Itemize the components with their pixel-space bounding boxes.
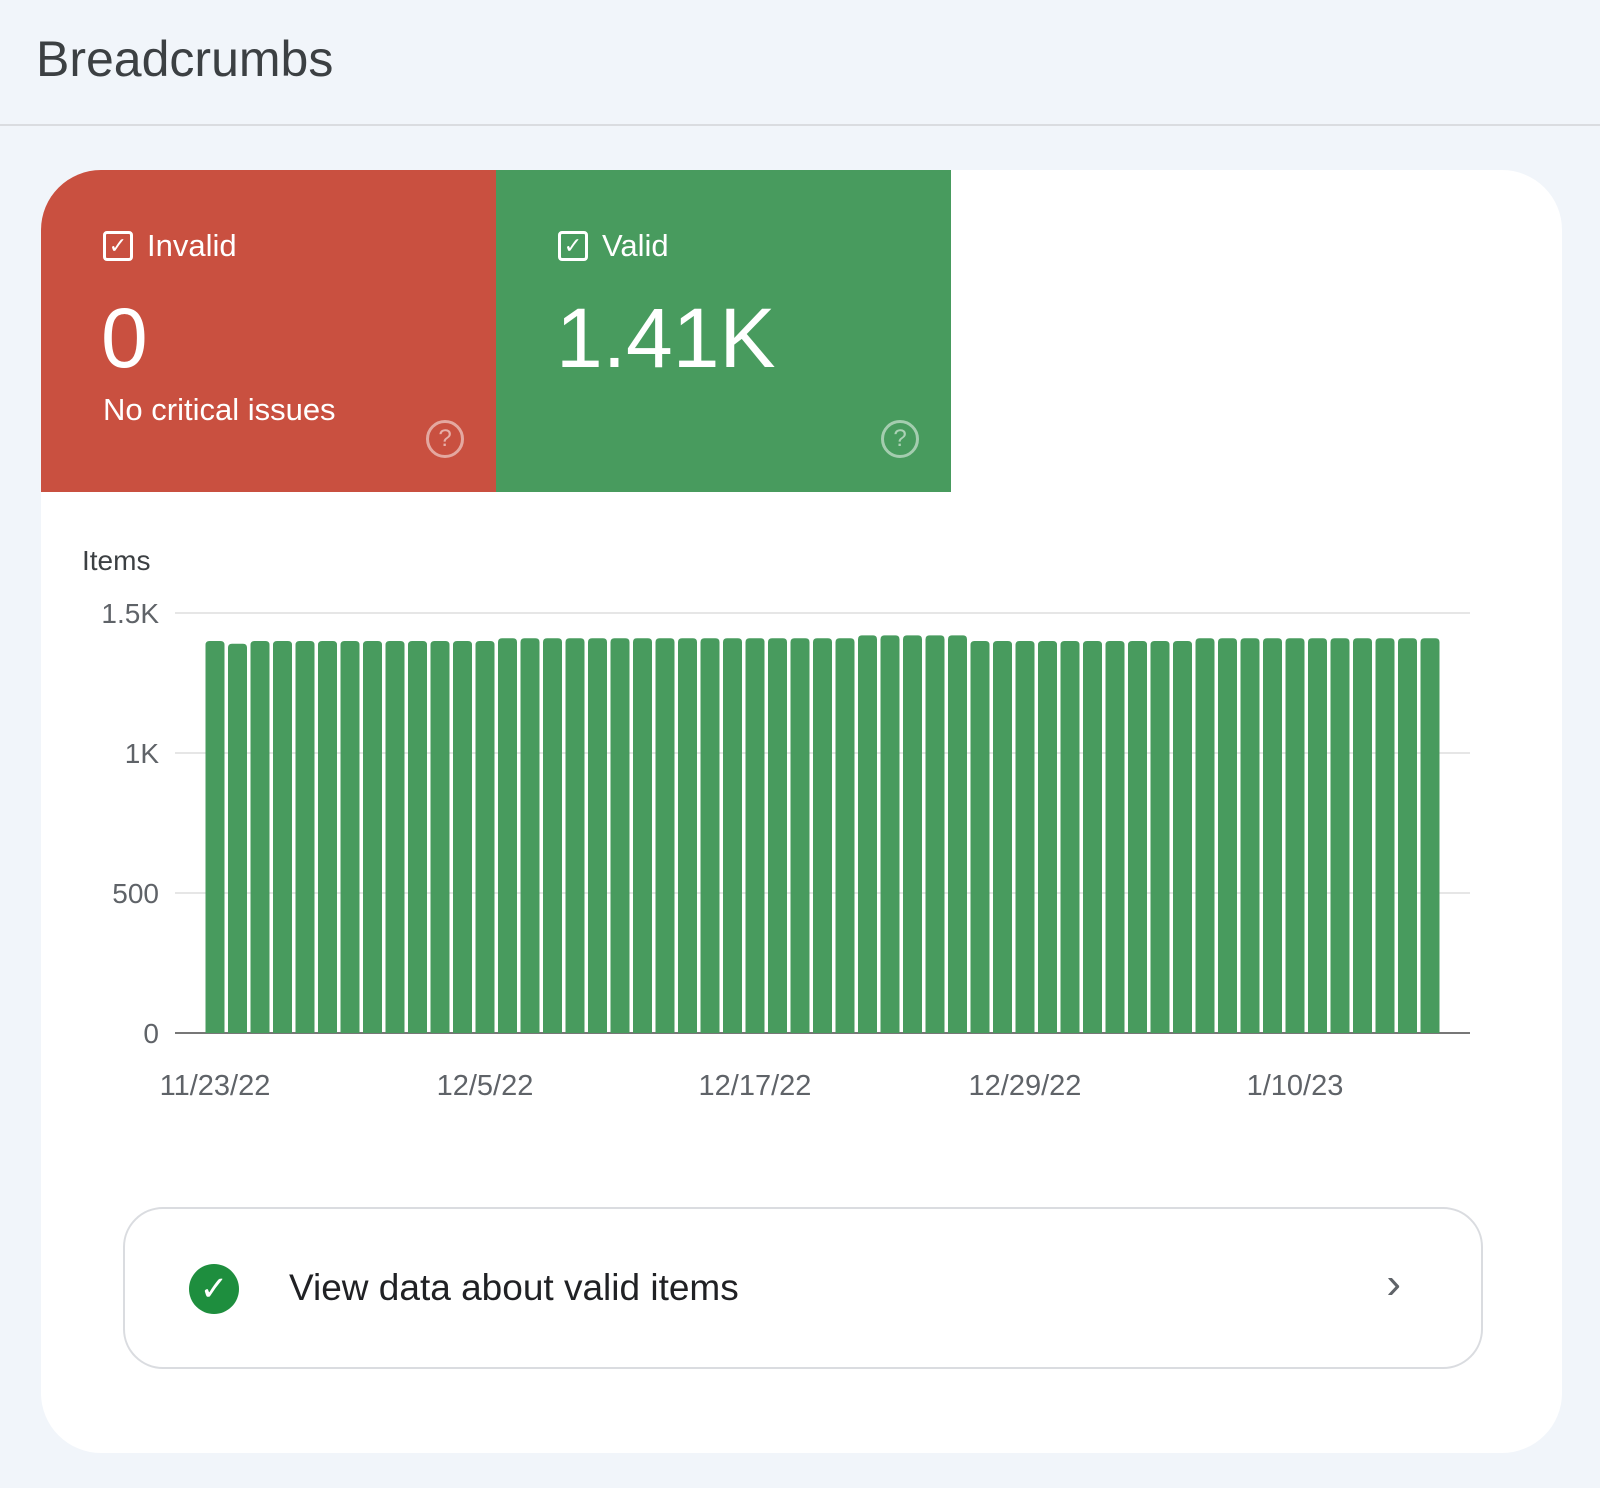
bar[interactable]	[475, 641, 495, 1033]
bar[interactable]	[408, 641, 427, 1033]
bar[interactable]	[1150, 641, 1170, 1033]
checkbox-icon[interactable]: ✓	[103, 231, 133, 261]
page-header: Breadcrumbs	[0, 0, 1600, 126]
bar[interactable]	[1375, 638, 1395, 1033]
bar[interactable]	[430, 641, 450, 1033]
bar[interactable]	[340, 641, 360, 1033]
bar[interactable]	[610, 638, 630, 1033]
bar[interactable]	[250, 641, 270, 1033]
bar[interactable]	[1308, 638, 1327, 1033]
bar[interactable]	[948, 635, 967, 1033]
y-tick-label: 1.5K	[101, 598, 159, 629]
valid-count: 1.41K	[556, 291, 776, 385]
bar[interactable]	[363, 641, 382, 1033]
x-tick-label: 12/5/22	[437, 1070, 534, 1102]
bar[interactable]	[453, 641, 472, 1033]
valid-tile[interactable]: ✓ Valid 1.41K ?	[496, 170, 951, 492]
bar[interactable]	[768, 638, 787, 1033]
bar[interactable]	[565, 638, 585, 1033]
page-title: Breadcrumbs	[36, 31, 334, 87]
invalid-count: 0	[101, 291, 148, 385]
y-tick-label: 1K	[125, 738, 160, 769]
invalid-label: Invalid	[147, 228, 237, 263]
help-circle-icon[interactable]: ?	[881, 420, 919, 458]
x-tick-label: 11/23/22	[160, 1070, 271, 1102]
bar[interactable]	[633, 638, 652, 1033]
bar[interactable]	[1330, 638, 1350, 1033]
bar[interactable]	[1128, 641, 1147, 1033]
chevron-right-icon: ›	[1386, 1259, 1401, 1308]
bar[interactable]	[1353, 638, 1372, 1033]
view-valid-items-button[interactable]: ✓ View data about valid items ›	[123, 1207, 1483, 1369]
invalid-tile[interactable]: ✓ Invalid 0 No critical issues ?	[41, 170, 496, 492]
items-bar-chart: Items 0 500 1K 1.5K 11/23/22 12/5/22 12/17/22 1…	[82, 545, 1470, 1102]
bar[interactable]	[1083, 641, 1102, 1033]
bar[interactable]	[1398, 638, 1417, 1033]
bar[interactable]	[1105, 641, 1125, 1033]
bar[interactable]	[745, 638, 765, 1033]
checkbox-icon[interactable]: ✓	[558, 231, 588, 261]
bar[interactable]	[723, 638, 742, 1033]
bar[interactable]	[835, 638, 855, 1033]
invalid-subtitle: No critical issues	[103, 392, 336, 427]
y-axis-label: Items	[82, 545, 150, 576]
bar[interactable]	[385, 641, 405, 1033]
bar[interactable]	[925, 635, 945, 1033]
bar[interactable]	[520, 638, 540, 1033]
help-circle-icon[interactable]: ?	[426, 420, 464, 458]
report-card: ✓ Invalid 0 No critical issues ? ✓ Valid 1…	[41, 170, 1562, 1453]
bar[interactable]	[813, 638, 832, 1033]
check-circle-icon: ✓	[189, 1264, 239, 1314]
bar[interactable]	[970, 641, 990, 1033]
bar[interactable]	[498, 638, 517, 1033]
bar[interactable]	[1060, 641, 1080, 1033]
bar[interactable]	[993, 641, 1012, 1033]
bar[interactable]	[1420, 638, 1440, 1033]
y-tick-label: 500	[112, 878, 159, 909]
y-tick-label: 0	[143, 1018, 159, 1049]
bar[interactable]	[543, 638, 562, 1033]
bar[interactable]	[880, 635, 900, 1033]
bar[interactable]	[790, 638, 810, 1033]
bar[interactable]	[1240, 638, 1260, 1033]
valid-label: Valid	[602, 228, 669, 263]
bar[interactable]	[1195, 638, 1215, 1033]
bar[interactable]	[228, 643, 247, 1033]
bar[interactable]	[1263, 638, 1282, 1033]
bar[interactable]	[1015, 641, 1035, 1033]
bar[interactable]	[700, 638, 720, 1033]
bar[interactable]	[1218, 638, 1237, 1033]
bar[interactable]	[295, 641, 315, 1033]
bar[interactable]	[1038, 641, 1057, 1033]
bar[interactable]	[205, 641, 225, 1033]
bar[interactable]	[318, 641, 337, 1033]
x-tick-label: 1/10/23	[1247, 1070, 1344, 1102]
view-valid-items-label: View data about valid items	[289, 1267, 739, 1308]
x-tick-label: 12/17/22	[699, 1070, 812, 1102]
bar[interactable]	[1285, 638, 1305, 1033]
bar[interactable]	[655, 638, 675, 1033]
bar[interactable]	[858, 635, 877, 1033]
bar[interactable]	[273, 641, 292, 1033]
bar[interactable]	[678, 638, 697, 1033]
bar[interactable]	[1173, 641, 1192, 1033]
bar[interactable]	[903, 635, 922, 1033]
bar[interactable]	[588, 638, 607, 1033]
x-tick-label: 12/29/22	[969, 1070, 1082, 1102]
